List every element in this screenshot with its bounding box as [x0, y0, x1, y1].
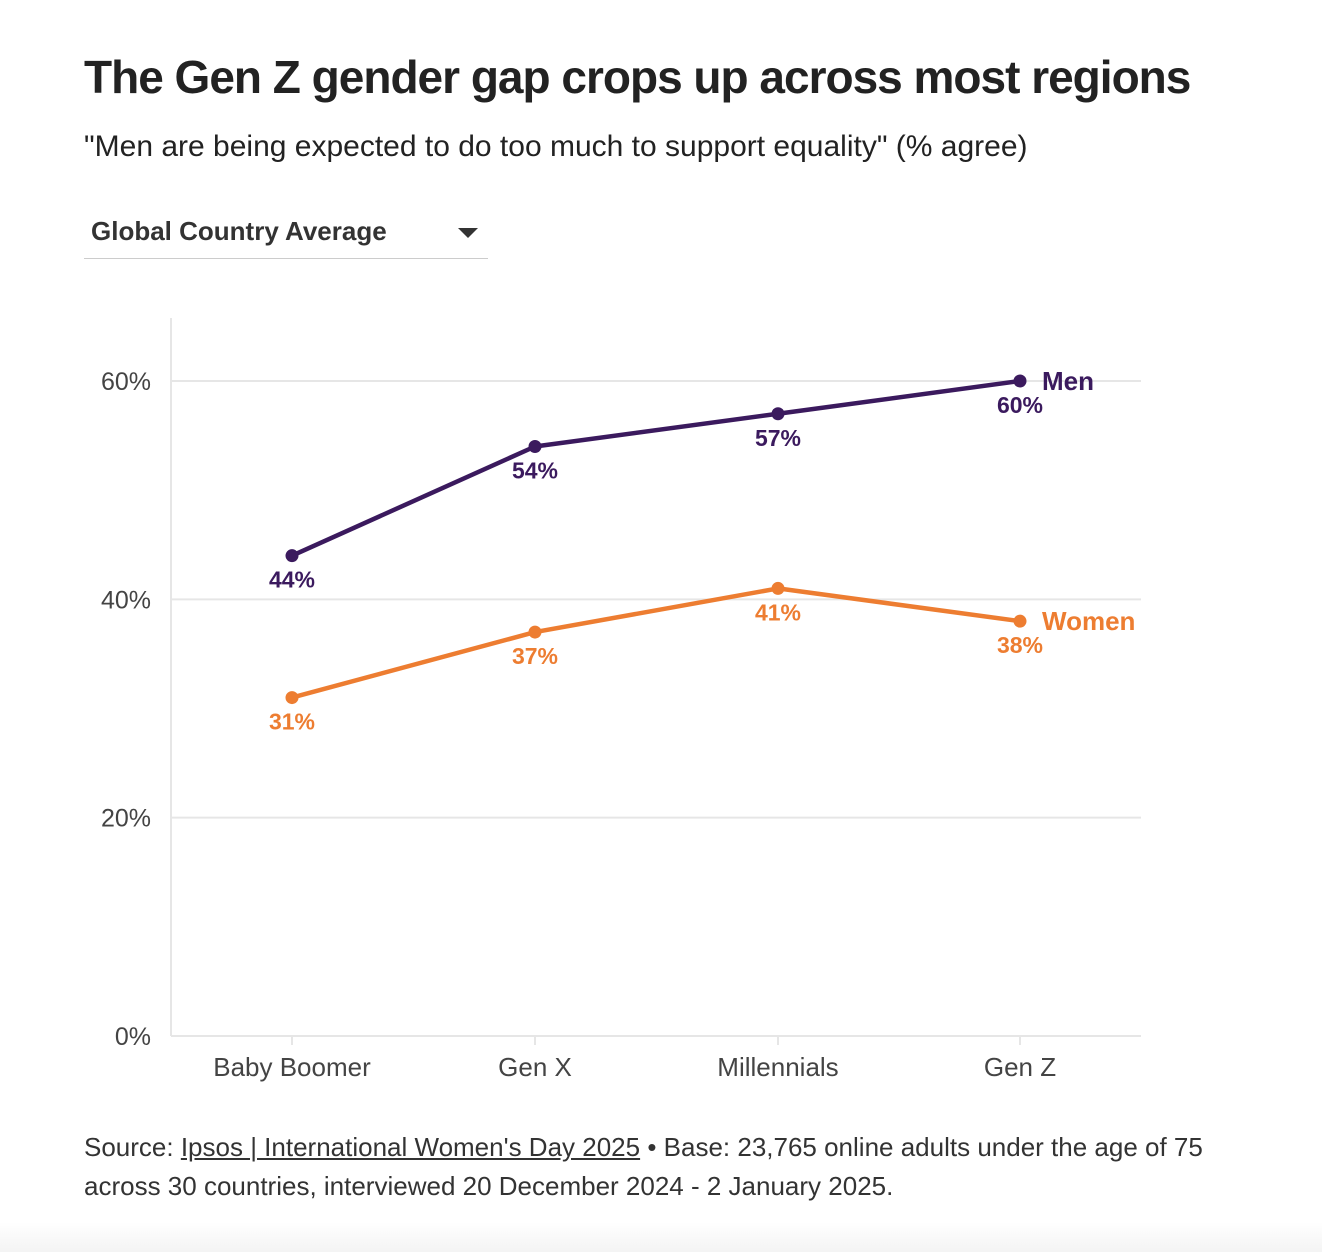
series-line-women — [289, 586, 1023, 700]
data-label-men: 57% — [755, 425, 801, 451]
series-name-women: Women — [1042, 606, 1135, 636]
series-name-men: Men — [1042, 366, 1094, 396]
region-dropdown-label: Global Country Average — [91, 216, 387, 246]
x-tick-label: Millennials — [717, 1052, 838, 1082]
x-tick-label: Gen Z — [984, 1052, 1056, 1082]
data-label-women: 37% — [512, 643, 558, 669]
data-label-men: 44% — [269, 567, 315, 593]
source-prefix: Source: — [84, 1132, 181, 1162]
series-line-men — [289, 378, 1023, 558]
data-point-men — [1013, 374, 1027, 388]
page-subtitle: "Men are being expected to do too much t… — [84, 130, 1028, 163]
base-note: • Base: 23,765 online adults under the a… — [84, 1132, 1203, 1201]
page-title: The Gen Z gender gap crops up across mos… — [84, 51, 1191, 103]
data-label-men: 60% — [997, 392, 1043, 418]
x-tick-label: Gen X — [498, 1052, 572, 1082]
region-dropdown[interactable]: Global Country Average — [84, 210, 488, 259]
x-tick-label: Baby Boomer — [213, 1052, 371, 1082]
data-label-women: 38% — [997, 632, 1043, 658]
data-label-women: 41% — [755, 599, 801, 625]
bottom-fade — [0, 1222, 1322, 1252]
y-tick-label: 0% — [115, 1023, 151, 1051]
data-label-men: 54% — [512, 458, 558, 484]
data-point-men — [285, 549, 299, 563]
data-label-women: 31% — [269, 709, 315, 735]
data-point-women — [771, 581, 785, 595]
data-point-women — [528, 625, 542, 639]
y-tick-label: 20% — [101, 805, 151, 833]
data-point-women — [285, 691, 299, 705]
y-tick-label: 60% — [101, 368, 151, 396]
source-link[interactable]: Ipsos | International Women's Day 2025 — [180, 1132, 641, 1162]
data-point-men — [528, 440, 542, 453]
line-chart: 0% 20% 40% 60% Baby Boomer Gen X Millennials Ge… — [101, 318, 1141, 1082]
data-point-men — [771, 407, 785, 421]
y-tick-label: 40% — [101, 586, 151, 614]
source-note: Source: Ipsos | International Women's Da… — [84, 1128, 1254, 1206]
chevron-down-icon — [458, 228, 478, 238]
data-point-women — [1013, 614, 1027, 628]
